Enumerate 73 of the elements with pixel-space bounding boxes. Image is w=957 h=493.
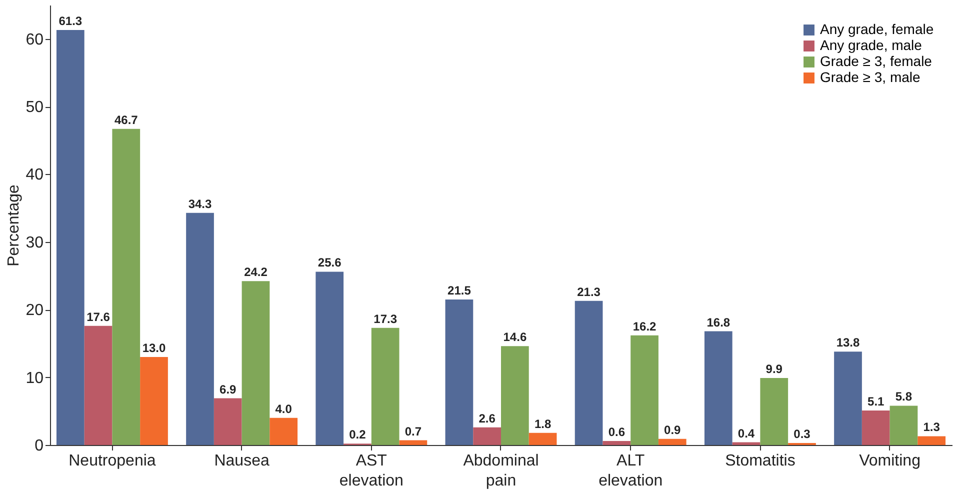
bar [242,281,270,445]
bar [704,331,732,445]
bar [528,432,557,445]
bar [658,438,686,445]
data-label: 4.0 [275,402,292,416]
bar [112,128,140,445]
data-label: 24.2 [244,265,268,280]
data-label: 17.6 [86,310,110,324]
bar [56,30,84,445]
data-label: 0.4 [738,426,755,440]
data-label: 2.6 [478,411,496,426]
y-tick-label: 20 [26,302,44,320]
y-tick-label: 10 [26,370,44,387]
bar [732,442,760,445]
legend-label: Any grade, male [820,37,922,53]
data-label: 6.9 [220,382,237,396]
bar [140,357,168,445]
data-label: 14.6 [503,330,527,344]
data-label: 21.3 [577,284,601,299]
y-axis-title: Percentage [6,184,23,266]
x-tick-label: Neutropenia [68,452,156,470]
bar [84,326,112,445]
data-label: 46.7 [114,112,138,127]
bar [186,212,214,445]
data-label: 5.8 [895,390,912,404]
data-label: 21.5 [448,283,472,298]
x-tick-label: Stomatitis [725,452,796,470]
bar [316,272,344,445]
bar [574,300,603,445]
x-tick-label: Vomiting [859,452,920,470]
data-label: 25.6 [318,256,342,270]
bar [214,398,242,445]
bar [371,328,400,445]
data-label: 16.2 [632,319,657,334]
data-label: 0.9 [664,422,682,437]
x-tick-label: AST elevation [339,452,404,490]
bar [862,410,890,445]
legend-label: Any grade, female [820,21,934,37]
bar [630,335,658,445]
bar [399,440,428,445]
y-tick-label: 60 [26,31,44,48]
bar [918,436,946,445]
data-label: 61.3 [58,14,82,28]
data-label: 1.3 [923,420,940,434]
data-label: 9.9 [766,362,783,376]
data-label: 0.7 [404,424,422,438]
y-tick-label: 50 [26,99,44,116]
y-tick-label: 0 [34,438,44,454]
data-label: 5.1 [868,394,885,408]
bar [760,378,788,445]
bar [834,352,862,445]
bar [890,406,918,445]
data-label: 17.3 [374,312,398,326]
x-tick-label: Abdominal pain [463,452,539,490]
x-tick-label: Nausea [214,452,270,470]
bar [501,346,529,445]
data-label: 13.0 [142,341,166,355]
legend-label: Grade ≥ 3, female [820,53,932,69]
data-label: 0.2 [349,428,366,442]
x-tick-label: ALT elevation [598,452,663,490]
legend-label: Grade ≥ 3, male [820,69,920,85]
data-label: 0.6 [608,424,626,439]
bar [445,299,474,445]
data-label: 1.8 [534,416,552,431]
bar [473,427,501,445]
y-tick-label: 30 [26,234,44,252]
data-label: 16.8 [706,315,730,330]
y-tick-label: 40 [26,166,44,184]
bar [602,440,631,445]
bar [270,418,298,445]
data-label: 0.3 [794,426,811,441]
data-label: 13.8 [836,336,860,350]
data-label: 34.3 [188,196,212,211]
